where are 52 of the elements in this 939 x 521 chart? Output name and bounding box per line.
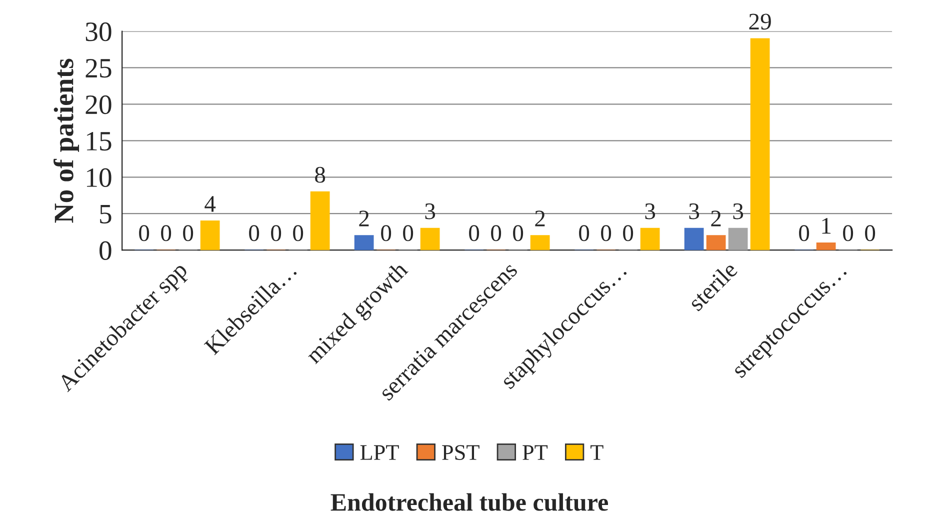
data-label: 0 (381, 225, 392, 242)
data-label: 0 (183, 225, 194, 242)
data-label: 4 (204, 196, 216, 212)
bar (640, 228, 660, 250)
data-label: 3 (689, 203, 700, 220)
bar (728, 228, 748, 250)
bar (310, 191, 330, 250)
data-label: 1 (822, 218, 831, 234)
bar (200, 220, 220, 250)
legend-label: T (590, 445, 604, 460)
data-label: 0 (601, 225, 612, 242)
y-axis-title: No of patients (54, 58, 80, 223)
data-label: 0 (623, 225, 634, 242)
data-label: 3 (645, 203, 656, 220)
y-tick-label: 10 (87, 168, 112, 188)
data-label: 29 (749, 14, 771, 30)
y-tick-label: 5 (100, 205, 112, 224)
y-tick-label: 0 (100, 241, 112, 260)
data-label: 0 (799, 225, 810, 242)
legend-label: PT (522, 445, 548, 460)
bar (530, 235, 550, 250)
data-label: 0 (161, 225, 172, 242)
data-label: 0 (403, 225, 414, 242)
data-label: 2 (535, 210, 545, 226)
data-label: 3 (425, 203, 436, 220)
data-label: 0 (865, 225, 876, 242)
legend-label: LPT (360, 445, 399, 460)
y-tick-label: 25 (86, 58, 112, 78)
y-tick-label: 30 (86, 22, 112, 42)
y-tick-label: 20 (86, 95, 112, 114)
bar (420, 228, 440, 250)
data-label: 0 (139, 225, 150, 242)
data-label: 0 (469, 225, 480, 242)
data-label: 2 (359, 210, 369, 226)
x-axis-title: Endotrecheal tube culture (330, 493, 608, 511)
data-label: 3 (733, 203, 744, 220)
legend-label: PST (442, 445, 480, 460)
data-label: 0 (293, 225, 304, 242)
bar (816, 242, 836, 250)
data-label: 0 (249, 225, 260, 242)
data-label: 8 (315, 166, 326, 183)
data-label: 0 (513, 225, 524, 242)
data-label: 0 (491, 225, 502, 242)
data-label: 0 (843, 225, 854, 242)
data-label: 0 (271, 225, 282, 242)
bar (750, 38, 770, 250)
data-label: 2 (711, 210, 721, 226)
y-tick-label: 15 (87, 132, 112, 151)
bar (706, 235, 726, 250)
bar (684, 228, 704, 250)
bar (354, 235, 374, 250)
data-label: 0 (579, 225, 590, 242)
